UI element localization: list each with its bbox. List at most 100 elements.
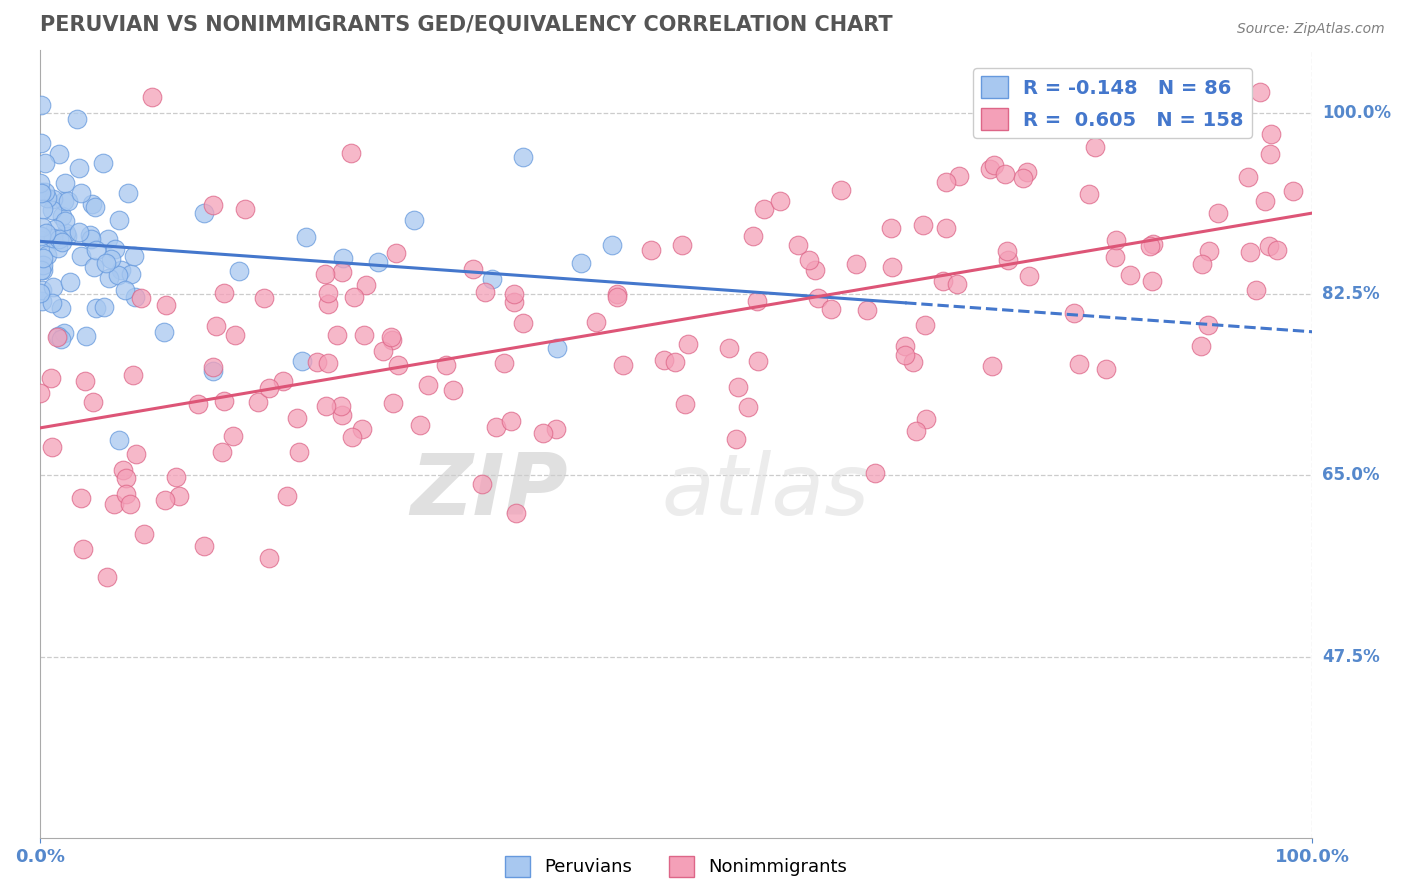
Point: [676, 336, 699, 351]
Point: [585, 315, 607, 329]
Point: [53, 177, 76, 191]
Point: [569, 256, 592, 270]
Point: [905, 424, 928, 438]
Point: [914, 318, 936, 333]
Point: [32, 251, 55, 265]
Point: [502, 286, 524, 301]
Point: [382, 396, 405, 410]
Point: [167, 489, 190, 503]
Point: [901, 355, 924, 369]
Point: [42, 231, 65, 245]
Point: [409, 418, 432, 433]
Point: [1139, 239, 1161, 253]
Point: [856, 302, 879, 317]
Point: [747, 354, 769, 368]
Point: [505, 506, 527, 520]
Point: [224, 328, 246, 343]
Point: [35, 191, 58, 205]
Point: [995, 244, 1018, 258]
Point: [114, 283, 136, 297]
Point: [288, 444, 311, 458]
Point: [1260, 127, 1282, 141]
Text: 47.5%: 47.5%: [1322, 648, 1379, 665]
Point: [367, 254, 389, 268]
Point: [201, 364, 224, 378]
Point: [93, 300, 115, 314]
Point: [332, 252, 354, 266]
Point: [82, 395, 104, 409]
Point: [1084, 140, 1107, 154]
Point: [69, 491, 91, 505]
Point: [915, 412, 938, 426]
Point: [32, 262, 55, 277]
Point: [193, 539, 215, 553]
Point: [51, 210, 73, 224]
Point: [141, 90, 163, 104]
Point: [797, 253, 820, 268]
Point: [894, 347, 917, 361]
Point: [481, 271, 503, 285]
Point: [912, 218, 935, 232]
Point: [134, 527, 156, 541]
Point: [117, 186, 139, 200]
Point: [202, 197, 225, 211]
Point: [56, 194, 79, 208]
Point: [935, 220, 957, 235]
Point: [804, 263, 827, 277]
Point: [291, 353, 314, 368]
Point: [948, 169, 970, 184]
Point: [75, 329, 97, 343]
Point: [718, 341, 741, 355]
Point: [214, 394, 236, 409]
Point: [807, 291, 830, 305]
Point: [652, 353, 675, 368]
Point: [41, 202, 63, 217]
Point: [30, 263, 52, 277]
Point: [863, 466, 886, 480]
Point: [271, 374, 294, 388]
Point: [606, 290, 628, 304]
Point: [204, 318, 226, 333]
Point: [110, 263, 132, 277]
Point: [664, 355, 686, 369]
Point: [121, 368, 143, 382]
Point: [233, 202, 256, 216]
Point: [416, 377, 439, 392]
Point: [222, 429, 245, 443]
Point: [153, 325, 176, 339]
Point: [1189, 339, 1212, 353]
Point: [350, 422, 373, 436]
Point: [997, 253, 1019, 268]
Point: [30, 98, 52, 112]
Point: [342, 430, 364, 444]
Point: [84, 200, 107, 214]
Point: [115, 471, 138, 485]
Point: [612, 358, 634, 372]
Point: [329, 399, 352, 413]
Point: [1239, 244, 1261, 259]
Point: [512, 150, 534, 164]
Point: [115, 487, 138, 501]
Point: [30, 177, 52, 191]
Point: [96, 570, 118, 584]
Point: [932, 274, 955, 288]
Point: [434, 358, 457, 372]
Point: [1067, 357, 1090, 371]
Point: [295, 230, 318, 244]
Point: [67, 161, 90, 176]
Point: [1104, 251, 1126, 265]
Point: [103, 497, 125, 511]
Point: [31, 258, 53, 272]
Point: [79, 228, 101, 243]
Point: [1077, 186, 1099, 201]
Point: [73, 374, 96, 388]
Point: [48, 147, 70, 161]
Point: [46, 242, 69, 256]
Point: [1015, 165, 1038, 179]
Point: [30, 186, 52, 201]
Point: [30, 286, 52, 301]
Point: [1282, 184, 1305, 198]
Point: [55, 227, 77, 241]
Point: [1206, 206, 1229, 220]
Point: [1249, 85, 1271, 99]
